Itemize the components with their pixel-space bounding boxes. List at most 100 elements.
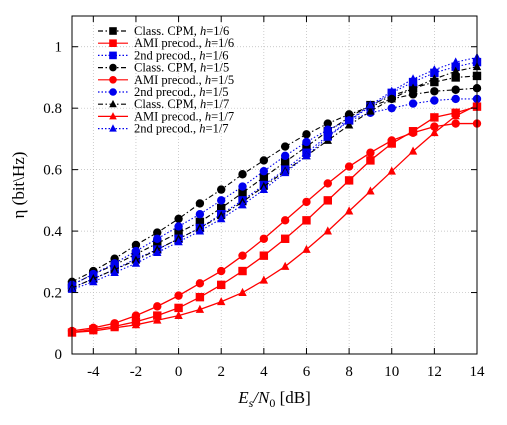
x-tick-label: -2 bbox=[130, 364, 143, 380]
data-point bbox=[387, 166, 396, 175]
data-point bbox=[217, 203, 226, 213]
data-point bbox=[174, 303, 183, 313]
data-point bbox=[408, 74, 418, 83]
data-point bbox=[430, 65, 439, 74]
data-point bbox=[387, 136, 396, 145]
data-point bbox=[217, 196, 226, 205]
legend-label: AMI precod., h=1/7 bbox=[134, 109, 234, 123]
data-point bbox=[153, 302, 162, 311]
data-point bbox=[302, 216, 311, 225]
data-point bbox=[323, 179, 332, 188]
series-0 bbox=[67, 71, 482, 290]
data-point bbox=[217, 214, 226, 223]
data-point bbox=[366, 186, 375, 195]
legend-marker bbox=[109, 76, 117, 84]
data-point bbox=[451, 57, 460, 66]
x-axis-label: Es/N0 [dB] bbox=[237, 388, 311, 410]
data-point bbox=[131, 320, 141, 329]
data-point bbox=[323, 125, 332, 134]
data-point bbox=[344, 115, 354, 124]
data-point bbox=[153, 239, 162, 248]
data-point bbox=[131, 246, 141, 256]
data-point bbox=[408, 90, 418, 99]
data-point bbox=[174, 310, 183, 319]
data-point bbox=[344, 162, 354, 171]
data-point bbox=[153, 234, 162, 243]
data-point bbox=[408, 83, 418, 92]
data-point bbox=[366, 100, 375, 109]
y-tick-label: 0 bbox=[55, 347, 63, 363]
legend-marker bbox=[109, 112, 117, 120]
data-point bbox=[89, 277, 98, 286]
data-point bbox=[174, 228, 183, 237]
y-tick-label: 0.4 bbox=[43, 224, 62, 240]
data-point bbox=[195, 217, 205, 227]
legend-label: 2nd precod., h=1/6 bbox=[134, 48, 229, 62]
x-label-unit: [dB] bbox=[275, 388, 310, 407]
plot-frame bbox=[71, 15, 478, 355]
data-point bbox=[302, 142, 311, 151]
data-point bbox=[259, 251, 269, 260]
data-point bbox=[259, 166, 269, 176]
data-point bbox=[259, 234, 269, 243]
data-point bbox=[280, 157, 290, 167]
data-point bbox=[174, 291, 183, 300]
data-point bbox=[387, 103, 396, 113]
data-point bbox=[217, 280, 226, 290]
data-point bbox=[195, 226, 205, 235]
series-5 bbox=[67, 94, 482, 290]
series-7 bbox=[67, 100, 482, 336]
legend-marker bbox=[109, 39, 117, 47]
series-line bbox=[71, 122, 477, 332]
data-point bbox=[238, 188, 247, 197]
x-tick-label: 10 bbox=[384, 364, 399, 380]
data-point bbox=[323, 119, 332, 128]
data-point bbox=[280, 261, 290, 270]
data-point bbox=[408, 146, 418, 155]
legend-marker bbox=[109, 99, 117, 108]
data-point bbox=[430, 128, 439, 137]
data-point bbox=[451, 111, 460, 120]
legend-label: Class. CPM, h=1/5 bbox=[134, 61, 229, 75]
legend-label: AMI precod., h=1/6 bbox=[134, 36, 234, 50]
data-point bbox=[238, 182, 247, 191]
legend-marker bbox=[109, 27, 117, 35]
series-2 bbox=[67, 57, 482, 293]
legend-marker bbox=[109, 51, 117, 60]
y-tick-label: 1 bbox=[55, 40, 63, 56]
x-tick-label: 0 bbox=[175, 364, 183, 380]
data-point bbox=[217, 185, 226, 194]
series-1 bbox=[67, 102, 482, 337]
data-point bbox=[451, 66, 460, 75]
data-point bbox=[195, 279, 205, 288]
data-point bbox=[366, 106, 375, 115]
data-point bbox=[238, 170, 247, 179]
data-point bbox=[344, 110, 354, 119]
x-tick-label: 4 bbox=[260, 364, 268, 380]
data-point bbox=[408, 99, 418, 108]
data-point bbox=[344, 176, 354, 185]
data-point bbox=[430, 122, 439, 131]
data-point bbox=[302, 197, 311, 207]
data-point bbox=[323, 196, 332, 205]
legend-label: Class. CPM, h=1/7 bbox=[134, 97, 229, 111]
data-point bbox=[430, 87, 439, 96]
data-point bbox=[323, 226, 332, 235]
data-point bbox=[451, 119, 460, 128]
legend-marker bbox=[109, 88, 117, 96]
data-point bbox=[451, 73, 460, 82]
data-point bbox=[430, 74, 439, 83]
data-point bbox=[302, 151, 311, 160]
data-point bbox=[259, 173, 269, 182]
data-point bbox=[153, 228, 162, 237]
series-4 bbox=[67, 119, 482, 336]
x-tick-label: 6 bbox=[303, 364, 311, 380]
x-tick-label: 12 bbox=[427, 364, 442, 380]
data-point bbox=[217, 297, 226, 306]
x-label-mid: /N bbox=[252, 388, 271, 407]
data-point bbox=[387, 86, 396, 95]
data-point bbox=[110, 267, 119, 276]
grid bbox=[72, 16, 478, 355]
legend-label: 2nd precod., h=1/5 bbox=[134, 85, 229, 99]
data-point bbox=[344, 120, 354, 129]
